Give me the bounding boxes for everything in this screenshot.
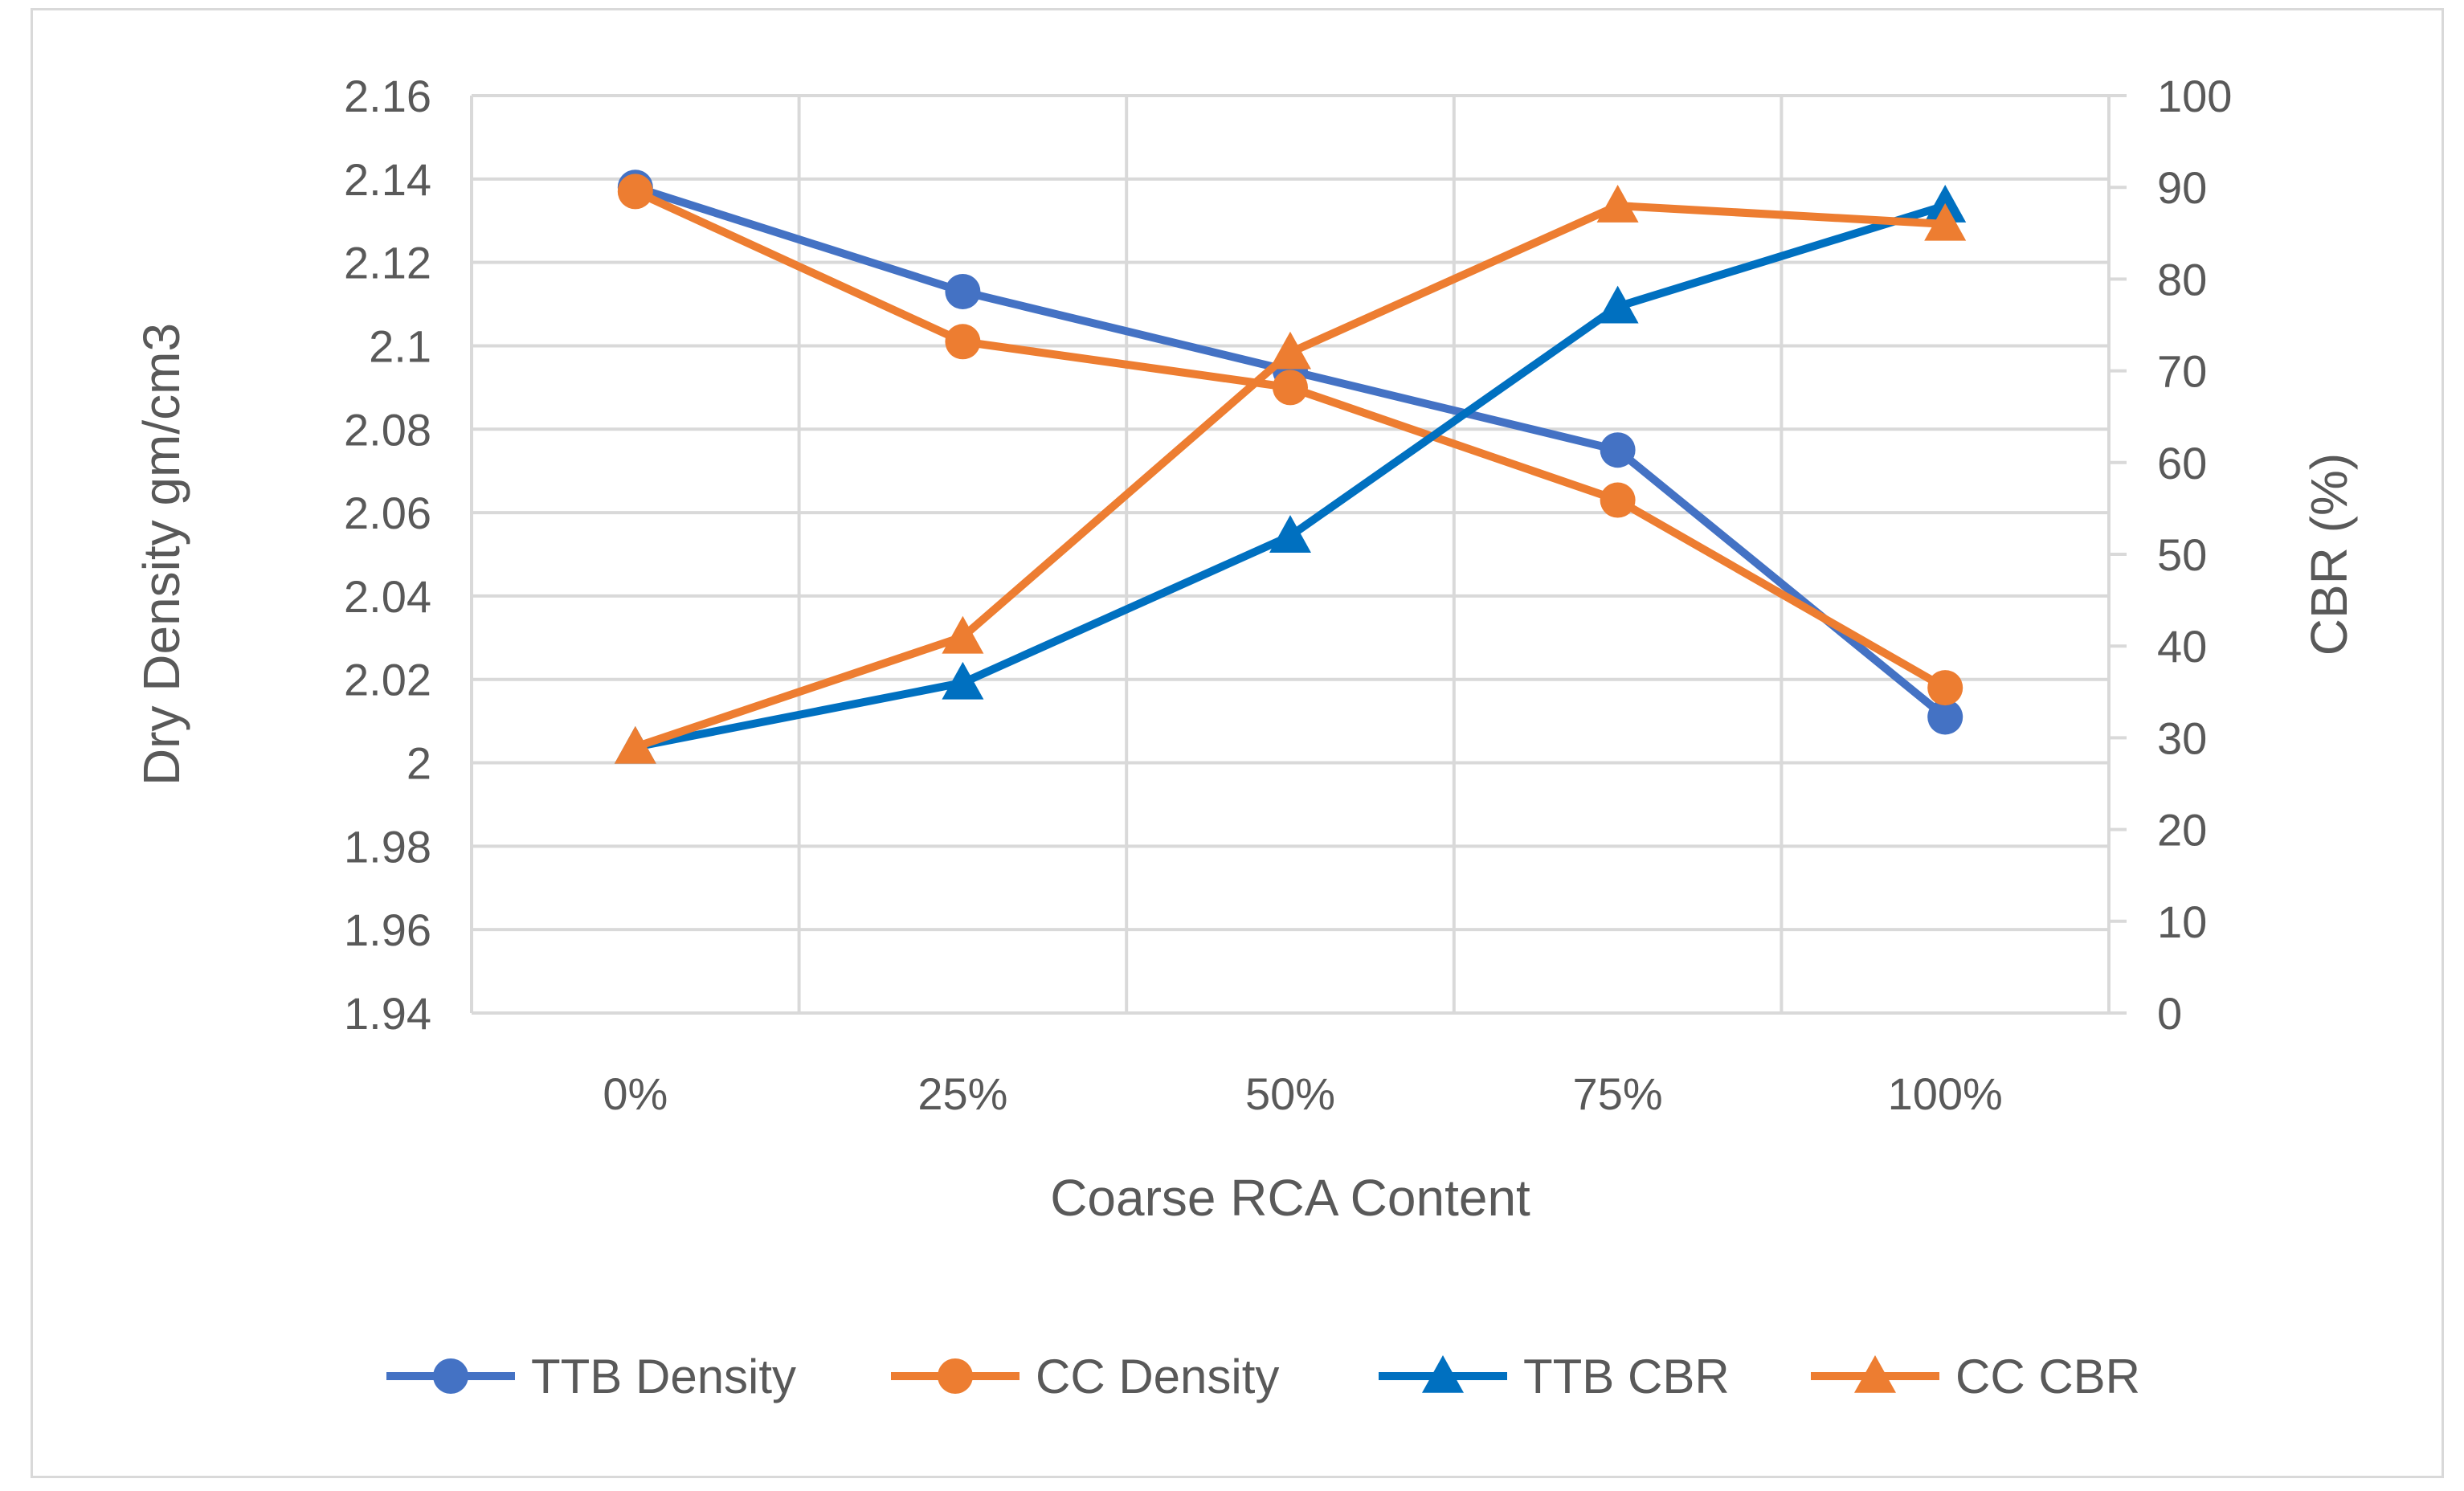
gridlines [472, 94, 2109, 1013]
left-y-tick-label: 1.94 [344, 988, 431, 1039]
data-point [945, 273, 981, 309]
data-point [1596, 285, 1639, 324]
series-line [634, 202, 1947, 751]
series-cc-density [617, 174, 1963, 706]
left-y-tick-label: 2.04 [344, 571, 431, 622]
data-point [1596, 185, 1639, 223]
data-point [1927, 699, 1963, 735]
legend-label: TTB CBR [1523, 1350, 1730, 1403]
left-y-tick-label: 2.16 [344, 71, 431, 121]
legend-item-cc-density: CC Density [891, 1350, 1279, 1403]
data-point [1600, 482, 1636, 518]
data-point [945, 324, 981, 360]
left-y-tick-label: 2.14 [344, 154, 431, 205]
legend-marker [938, 1358, 973, 1394]
right-y-tick-label: 30 [2157, 713, 2207, 763]
legend-item-ttb-density: TTB Density [386, 1350, 796, 1403]
left-y-tick-label: 2.08 [344, 404, 431, 455]
right-y-tick-label: 60 [2157, 438, 2207, 488]
x-tick-label: 100% [1888, 1068, 2003, 1119]
left-y-tick-label: 1.96 [344, 905, 431, 955]
right-y-tick-label: 10 [2157, 897, 2207, 947]
x-axis-title: Coarse RCA Content [1050, 1169, 1530, 1227]
data-point [1924, 202, 1967, 241]
data-point [1600, 432, 1636, 468]
left-y-tick-label: 2.06 [344, 488, 431, 538]
data-point [1927, 670, 1963, 706]
right-y-tick-label: 100 [2157, 71, 2232, 121]
right-y-tick-label: 40 [2157, 621, 2207, 672]
legend-marker [1854, 1355, 1896, 1393]
right-y-tick-label: 90 [2157, 162, 2207, 213]
series-ttb-density [617, 170, 1963, 735]
left-y-tick-label: 1.98 [344, 821, 431, 872]
legend-label: CC Density [1036, 1350, 1279, 1403]
data-point [1269, 515, 1311, 553]
legend: TTB Density CC Density TTB CBR CC CBR [386, 1350, 2140, 1403]
legend-label: TTB Density [531, 1350, 796, 1403]
left-y-tick-label: 2.12 [344, 238, 431, 288]
right-y-tick-label: 50 [2157, 529, 2207, 580]
legend-marker [1422, 1355, 1464, 1393]
data-point [1269, 331, 1311, 370]
chart-frame: 1.94 1.96 1.98 2 2.02 2.04 2.06 2.08 2.1 2.12 2.14… [31, 8, 2444, 1478]
legend-item-ttb-cbr: TTB CBR [1379, 1350, 1730, 1403]
left-y-tick-label: 2.1 [369, 321, 431, 371]
right-y-axis-title: CBR (%) [2300, 453, 2358, 656]
series [614, 170, 1967, 764]
left-y-tick-label: 2 [407, 738, 431, 789]
series-cc-cbr [614, 185, 1967, 764]
right-y-tick-label: 70 [2157, 346, 2207, 397]
data-point [1273, 370, 1308, 406]
data-point [614, 725, 656, 764]
legend-item-cc-cbr: CC CBR [1811, 1350, 2140, 1403]
axes [470, 94, 2127, 1015]
tick-labels: 1.94 1.96 1.98 2 2.02 2.04 2.06 2.08 2.1 2.12 2.14… [344, 71, 2232, 1119]
left-y-axis-title: Dry Density gm/cm3 [133, 323, 190, 786]
data-point [942, 661, 984, 700]
data-point [942, 615, 984, 654]
left-y-tick-label: 2.02 [344, 655, 431, 705]
right-y-tick-label: 0 [2157, 988, 2182, 1039]
x-tick-label: 75% [1573, 1068, 1663, 1119]
x-tick-label: 50% [1245, 1068, 1335, 1119]
series-line [634, 202, 1946, 751]
right-y-tick-label: 20 [2157, 805, 2207, 856]
right-y-tick-label: 80 [2157, 254, 2207, 304]
data-point [617, 174, 653, 210]
legend-marker [433, 1358, 468, 1394]
x-tick-label: 25% [917, 1068, 1007, 1119]
x-tick-label: 0% [603, 1068, 668, 1119]
dual-axis-line-chart: 1.94 1.96 1.98 2 2.02 2.04 2.06 2.08 2.1 2.12 2.14… [133, 71, 2358, 1403]
legend-label: CC CBR [1955, 1350, 2140, 1403]
